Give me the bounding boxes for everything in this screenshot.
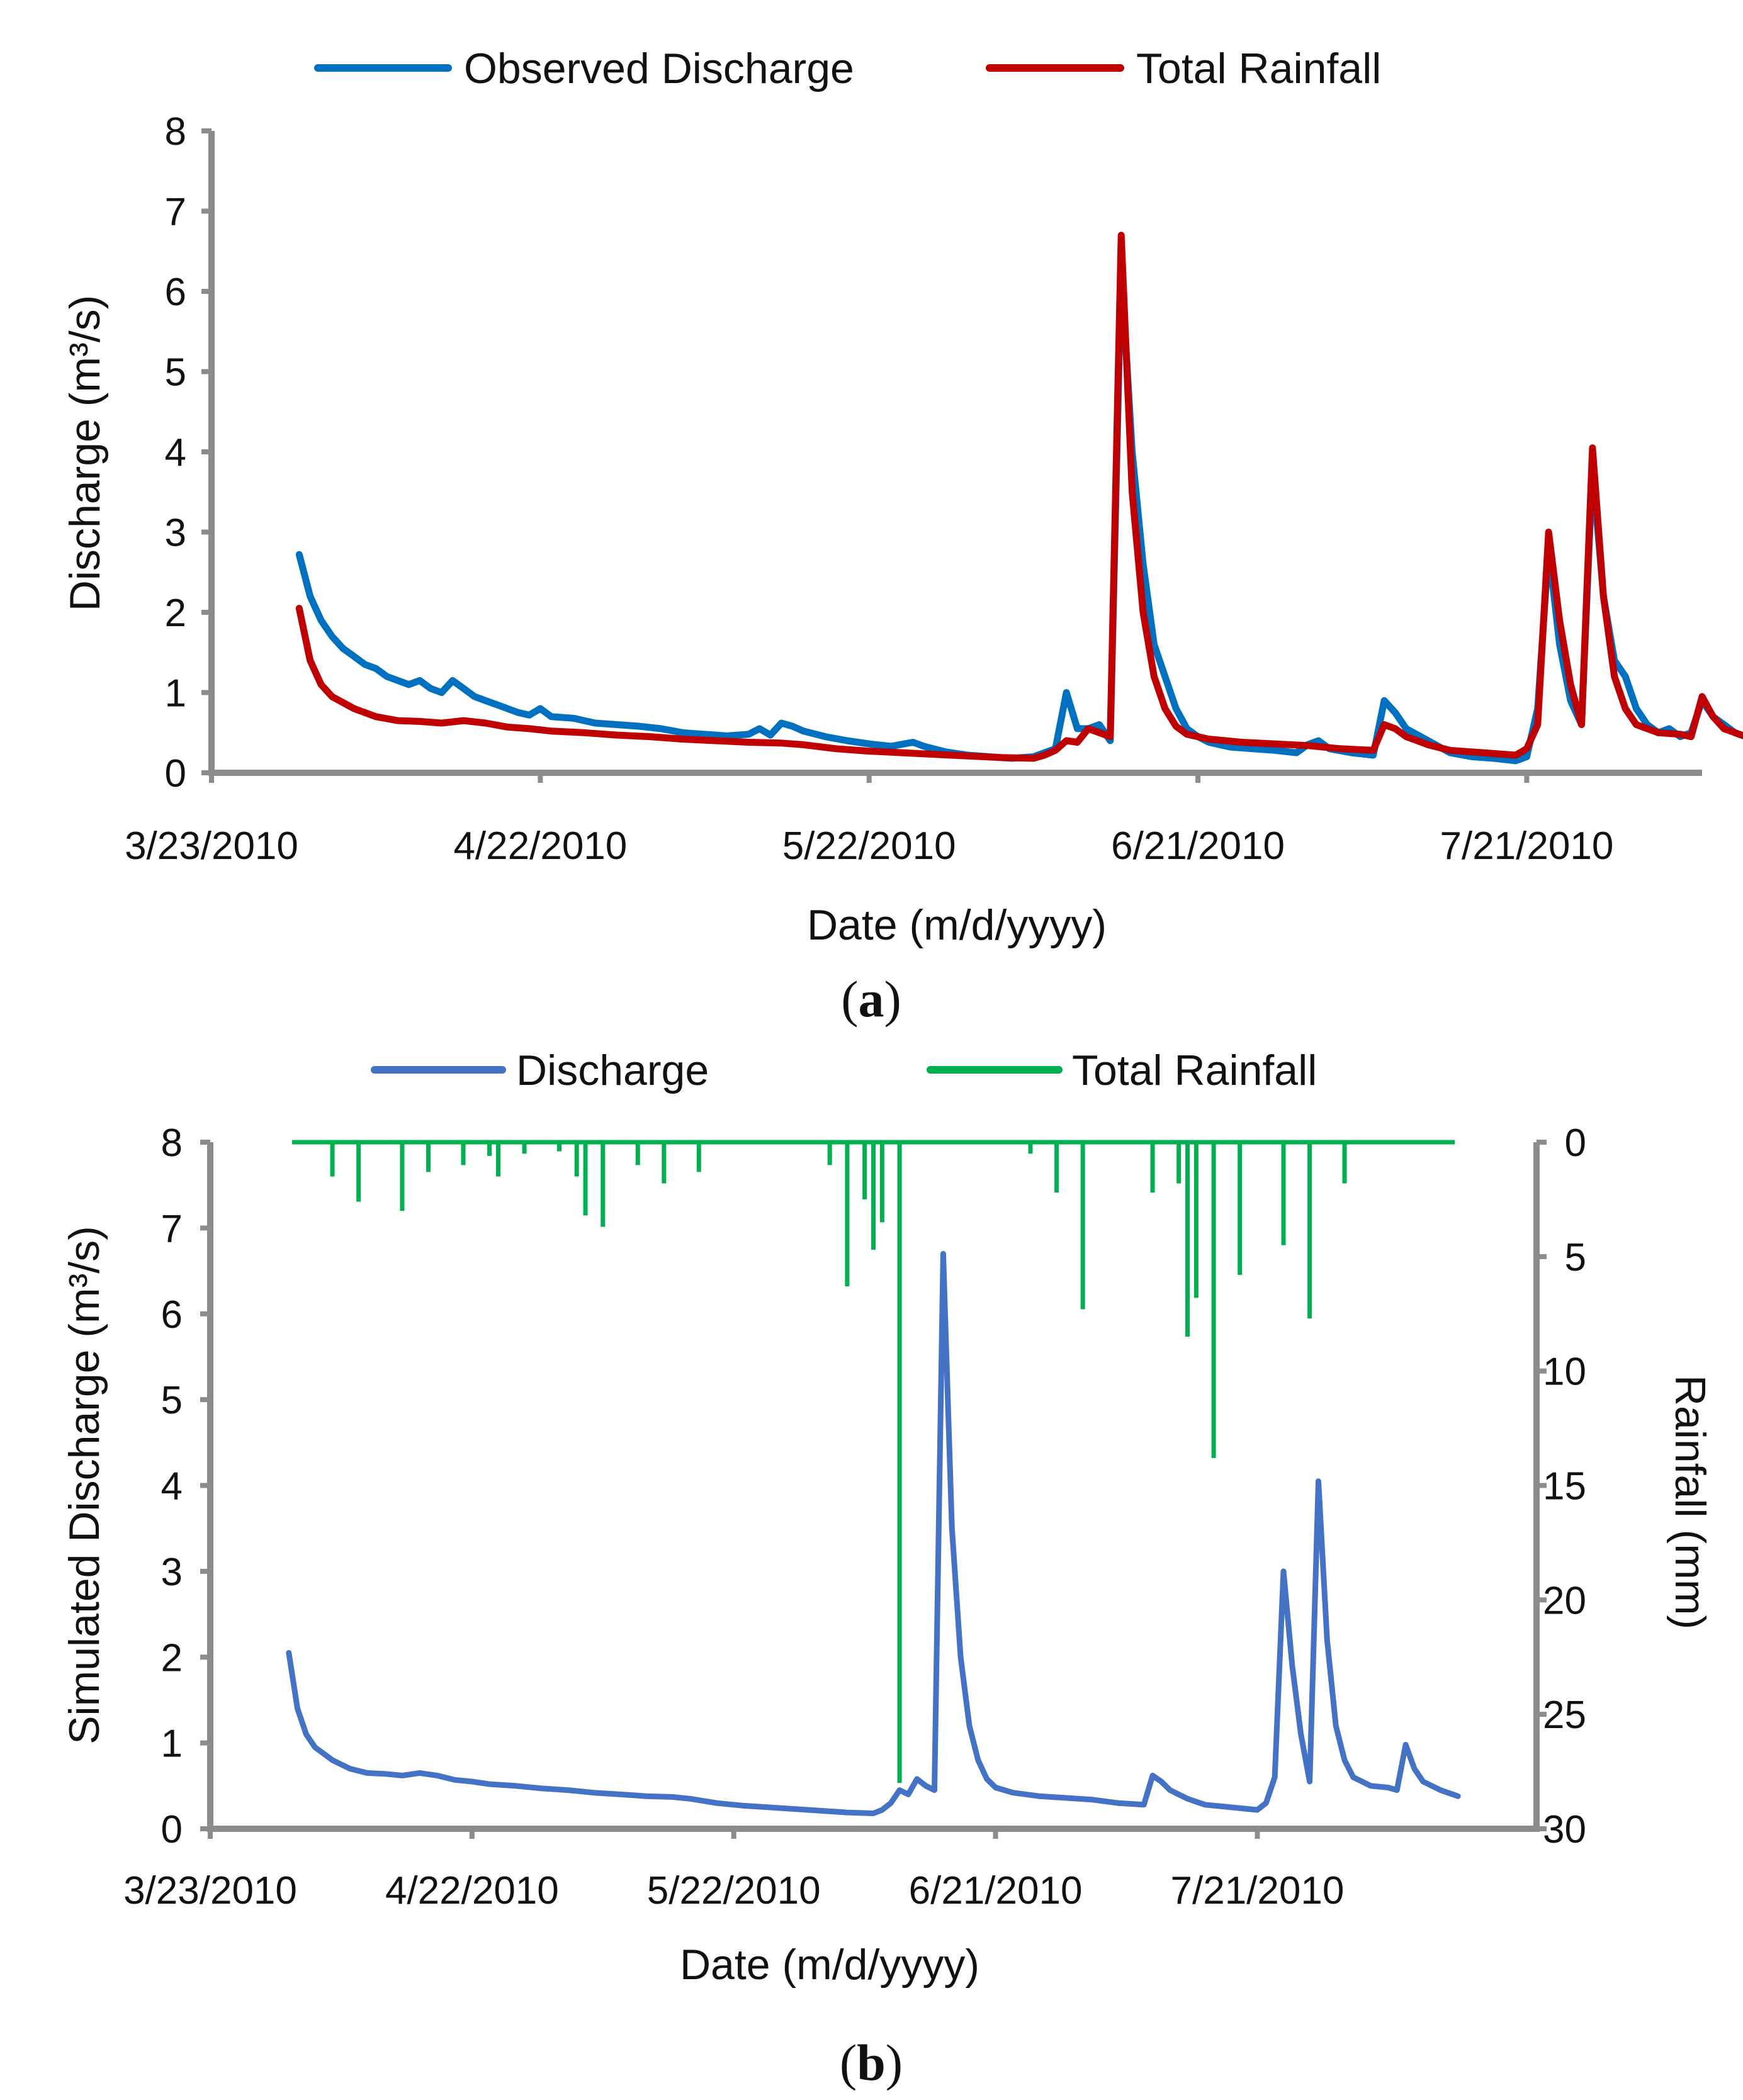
rainfall-bars-b <box>292 1140 1455 1783</box>
y-axis-title-b: Simulated Discharge (m³/s) <box>60 1226 108 1744</box>
legend-b: Discharge Total Rainfall <box>371 1047 1317 1094</box>
legend-label-discharge: Discharge <box>516 1047 709 1094</box>
x-axis-ticks-a: 3/23/2010 4/22/2010 5/22/2010 6/21/2010 7/21… <box>125 773 1613 868</box>
y-tick-label: 2 <box>161 1636 183 1680</box>
svg-text:(b): (b) <box>840 2034 903 2091</box>
y2-axis-title-b: Rainfall (mm) <box>1666 1375 1714 1629</box>
y-tick-label: 2 <box>165 592 186 635</box>
series-b <box>286 1250 1461 1816</box>
y-axis-ticks-b: 0 1 2 3 4 5 6 7 8 <box>161 1121 210 1851</box>
panel-label-a: (a) <box>841 970 901 1028</box>
y-tick-label: 1 <box>161 1722 183 1766</box>
x-tick-label: 6/21/2010 <box>1111 824 1285 868</box>
y2-tick-label: 30 <box>1543 1808 1586 1851</box>
y2-tick-label: 25 <box>1543 1693 1586 1737</box>
y-tick-label: 1 <box>165 672 186 716</box>
svg-text:(a): (a) <box>841 970 901 1028</box>
x-axis-ticks-b: 3/23/2010 4/22/2010 5/22/2010 6/21/2010 7/21… <box>123 1829 1344 1912</box>
series-a <box>295 232 1743 765</box>
y2-tick-label: 10 <box>1543 1350 1586 1394</box>
x-tick-label: 4/22/2010 <box>385 1869 559 1912</box>
y2-tick-label: 15 <box>1543 1465 1586 1508</box>
panel-label-a-letter: a <box>859 970 884 1028</box>
panel-label-b-letter: b <box>857 2034 886 2091</box>
x-axis-title-b: Date (m/d/yyyy) <box>680 1941 979 1989</box>
y-tick-label: 3 <box>161 1551 183 1594</box>
y-tick-label: 0 <box>165 752 186 795</box>
y2-tick-label: 0 <box>1565 1121 1586 1165</box>
legend-label-simulated-discharge: Total Rainfall <box>1136 45 1381 93</box>
x-tick-label: 5/22/2010 <box>647 1869 821 1912</box>
panel-b: Discharge Total Rainfall 0 1 2 3 4 5 6 7 8 0 5 10 1… <box>60 1047 1714 2091</box>
y2-axis-ticks-b: 0 5 10 15 20 25 30 <box>1537 1121 1586 1851</box>
y-tick-label: 7 <box>161 1207 183 1250</box>
legend-a: Observed Discharge Total Rainfall <box>314 45 1381 93</box>
x-tick-label: 5/22/2010 <box>782 824 956 868</box>
x-axis-title-a: Date (m/d/yyyy) <box>807 901 1107 949</box>
y-tick-label: 5 <box>161 1379 183 1422</box>
series-line-discharge <box>286 1250 1461 1816</box>
legend-label-total-rainfall: Total Rainfall <box>1072 1047 1317 1094</box>
y-tick-label: 8 <box>161 1121 183 1165</box>
y-axis-ticks-a: 0 1 2 3 4 5 6 7 8 <box>165 110 212 795</box>
series-line-observed-discharge <box>295 264 1743 765</box>
x-tick-label: 3/23/2010 <box>123 1869 297 1912</box>
x-tick-label: 4/22/2010 <box>453 824 627 868</box>
y-tick-label: 4 <box>161 1465 183 1508</box>
y-tick-label: 7 <box>165 191 186 234</box>
series-line-simulated-discharge <box>295 232 1743 762</box>
y-tick-label: 6 <box>161 1293 183 1337</box>
y2-tick-label: 5 <box>1565 1236 1586 1279</box>
y-tick-label: 8 <box>165 110 186 154</box>
y-tick-label: 5 <box>165 351 186 395</box>
y-axis-title-a: Discharge (m³/s) <box>61 295 109 612</box>
y2-tick-label: 20 <box>1543 1579 1586 1622</box>
legend-label-observed-discharge: Observed Discharge <box>464 45 854 93</box>
x-tick-label: 7/21/2010 <box>1440 824 1613 868</box>
panel-a: Observed Discharge Total Rainfall 0 1 2 3 4 5… <box>61 45 1743 1028</box>
x-tick-label: 3/23/2010 <box>125 824 298 868</box>
x-tick-label: 6/21/2010 <box>909 1869 1083 1912</box>
x-tick-label: 7/21/2010 <box>1171 1869 1345 1912</box>
y-tick-label: 0 <box>161 1808 183 1851</box>
panel-label-b: (b) <box>840 2034 903 2091</box>
y-tick-label: 3 <box>165 512 186 555</box>
y-tick-label: 6 <box>165 271 186 314</box>
y-tick-label: 4 <box>165 431 186 474</box>
